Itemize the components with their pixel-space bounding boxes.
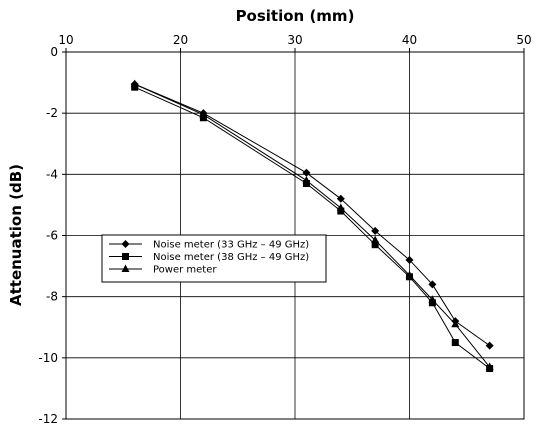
x-tick-label: 40 (402, 33, 417, 47)
data-point-triangle (405, 270, 414, 279)
y-tick-label: -8 (46, 290, 58, 304)
legend-item: Power meter (109, 264, 217, 276)
legend-marker-diamond (121, 240, 130, 248)
legend-marker-triangle (121, 264, 130, 272)
x-tick-label: 10 (58, 33, 73, 47)
data-point-triangle (336, 203, 345, 211)
data-point-square (371, 241, 379, 249)
legend: Noise meter (33 GHz – 49 GHz)Noise meter… (101, 234, 327, 283)
data-point-diamond (371, 226, 380, 235)
data-point-square (337, 207, 345, 215)
x-tick-label: 30 (287, 33, 302, 47)
data-point-diamond (336, 194, 345, 203)
data-point-diamond (428, 280, 437, 289)
legend-item: Noise meter (38 GHz – 49 GHz) (109, 252, 309, 263)
y-tick-label: -4 (46, 167, 58, 181)
y-tick-label: -10 (38, 351, 58, 365)
series-group (130, 79, 494, 373)
data-point-triangle (485, 362, 494, 371)
data-point-triangle (428, 295, 437, 303)
data-point-triangle (302, 175, 311, 184)
axis-ticks: 10 20 30 40 50 0 -2 -4 -6 -8 -10 -12 (38, 33, 531, 426)
data-point-triangle (130, 79, 139, 88)
data-point-triangle (199, 110, 208, 118)
data-point-diamond (485, 341, 494, 350)
series-triangle (130, 79, 494, 371)
x-tick-label: 50 (516, 33, 531, 47)
data-point-square (199, 114, 207, 122)
data-point-square (131, 83, 139, 91)
y-tick-label: -12 (38, 412, 58, 426)
legend-marker-square (122, 253, 129, 260)
data-point-diamond (302, 168, 311, 177)
data-point-triangle (371, 235, 380, 244)
data-point-square (302, 180, 310, 188)
y-tick-label: -2 (46, 106, 58, 120)
y-tick-label: 0 (50, 45, 58, 59)
legend-label: Noise meter (38 GHz – 49 GHz) (153, 252, 309, 263)
legend-label: Noise meter (33 GHz – 49 GHz) (153, 240, 309, 251)
legend-box (101, 234, 327, 283)
x-tick-label: 20 (173, 33, 188, 47)
y-axis-title: Attenuation (dB) (7, 164, 25, 306)
y-tick-label: -6 (46, 229, 58, 243)
data-point-square (451, 339, 459, 347)
data-point-square (428, 299, 436, 307)
data-point-triangle (451, 319, 460, 328)
x-axis-title: Position (mm) (236, 7, 355, 25)
legend-label: Power meter (153, 265, 217, 276)
data-point-diamond (405, 255, 414, 264)
legend-item: Noise meter (33 GHz – 49 GHz) (109, 240, 309, 251)
